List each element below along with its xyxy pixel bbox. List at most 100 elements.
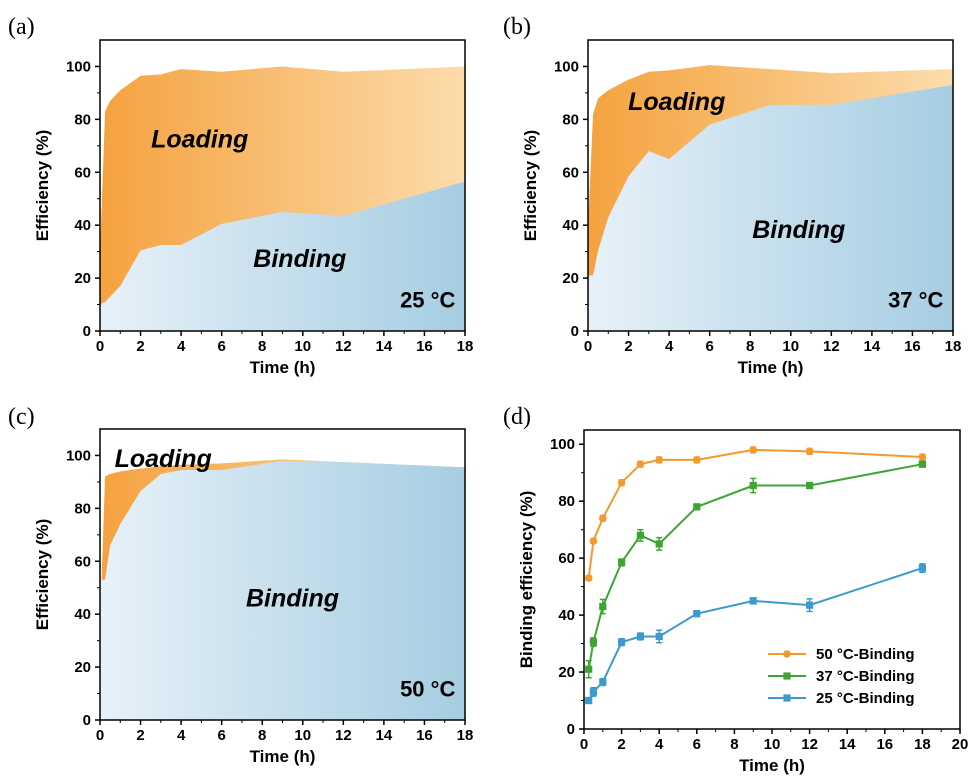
y-tick-label: 0 xyxy=(567,721,575,738)
y-tick-label: 100 xyxy=(554,58,579,75)
panel-a: (a) Loading Binding 25 °C 0 2 4 6 8 10 12 14 16 18 0 20… xyxy=(8,14,473,377)
y-tick-label: 20 xyxy=(74,270,91,287)
loading-label: Loading xyxy=(151,126,248,154)
y-axis-title: Efficiency (%) xyxy=(33,519,52,630)
data-point xyxy=(589,688,597,696)
x-tick-label: 18 xyxy=(945,338,962,355)
x-tick-label: 6 xyxy=(217,338,225,355)
x-tick-label: 18 xyxy=(457,338,474,355)
data-point xyxy=(693,456,701,464)
y-tick-label: 40 xyxy=(74,217,91,234)
data-point xyxy=(749,597,757,605)
x-tick-label: 2 xyxy=(136,338,144,355)
data-point xyxy=(636,632,644,641)
y-axis-title: Efficiency (%) xyxy=(33,130,52,241)
x-tick-label: 8 xyxy=(730,736,738,753)
y-tick-label: 20 xyxy=(74,659,91,676)
data-point xyxy=(918,564,926,572)
legend-marker xyxy=(783,694,791,702)
y-tick-label: 100 xyxy=(66,447,91,464)
panel-label: (a) xyxy=(8,14,35,40)
x-tick-label: 2 xyxy=(617,736,625,753)
x-tick-label: 0 xyxy=(580,736,588,753)
series-line xyxy=(587,463,923,670)
loading-label: Loading xyxy=(628,88,725,116)
x-tick-label: 6 xyxy=(705,338,713,355)
data-point xyxy=(617,478,626,487)
y-tick-label: 60 xyxy=(562,164,579,181)
panel-label: (c) xyxy=(8,404,35,430)
x-tick-label: 20 xyxy=(952,736,969,753)
panel-d: (d) 50 °C-Binding 37 °C-Binding 25 °C-Bindi… xyxy=(503,404,968,775)
x-tick-label: 8 xyxy=(258,727,266,744)
x-tick-label: 10 xyxy=(782,338,799,355)
y-tick-label: 40 xyxy=(562,217,579,234)
y-tick-label: 60 xyxy=(558,550,575,567)
y-axis-title: Binding efficiency (%) xyxy=(517,491,536,669)
x-tick-label: 16 xyxy=(416,338,433,355)
y-tick-label: 40 xyxy=(558,607,575,624)
data-point xyxy=(589,537,598,545)
x-tick-label: 16 xyxy=(904,338,921,355)
data-point xyxy=(806,481,814,490)
y-tick-label: 80 xyxy=(74,111,91,128)
legend-label: 37 °C-Binding xyxy=(816,668,915,685)
temperature-label: 37 °C xyxy=(888,288,943,313)
y-tick-label: 100 xyxy=(550,436,575,453)
y-tick-label: 60 xyxy=(74,164,91,181)
temperature-label: 50 °C xyxy=(400,677,455,702)
binding-label: Binding xyxy=(253,245,346,273)
loading-label: Loading xyxy=(115,445,212,473)
y-tick-label: 0 xyxy=(83,712,91,729)
x-axis-title: Time (h) xyxy=(250,358,316,377)
y-tick-label: 20 xyxy=(558,664,575,681)
y-axis-title: Efficiency (%) xyxy=(521,130,540,241)
binding-area xyxy=(588,84,953,332)
legend-label: 25 °C-Binding xyxy=(816,690,915,707)
data-point xyxy=(589,638,597,646)
legend: 50 °C-Binding 37 °C-Binding 25 °C-Binding xyxy=(768,646,915,707)
x-tick-label: 4 xyxy=(177,338,186,355)
data-point xyxy=(585,696,593,705)
x-tick-label: 2 xyxy=(136,727,144,744)
x-tick-label: 18 xyxy=(457,727,474,744)
y-tick-label: 40 xyxy=(74,606,91,623)
x-tick-label: 0 xyxy=(96,338,104,355)
x-tick-label: 4 xyxy=(177,727,186,744)
x-tick-label: 12 xyxy=(335,727,352,744)
x-tick-label: 10 xyxy=(764,736,781,753)
series-1 xyxy=(585,460,926,679)
temperature-label: 25 °C xyxy=(400,288,455,313)
x-tick-label: 16 xyxy=(876,736,893,753)
data-point xyxy=(693,503,701,511)
x-tick-label: 4 xyxy=(655,736,664,753)
data-point xyxy=(599,514,607,523)
x-tick-label: 14 xyxy=(864,338,881,355)
panel-label: (d) xyxy=(503,404,531,430)
data-point xyxy=(599,602,607,611)
x-tick-label: 8 xyxy=(746,338,754,355)
x-tick-label: 2 xyxy=(624,338,632,355)
x-tick-label: 16 xyxy=(416,727,433,744)
binding-label: Binding xyxy=(246,585,339,613)
x-tick-label: 18 xyxy=(914,736,931,753)
binding-area xyxy=(100,460,465,720)
y-tick-label: 80 xyxy=(74,500,91,517)
legend-marker xyxy=(783,672,791,680)
y-tick-label: 80 xyxy=(558,493,575,510)
y-tick-label: 0 xyxy=(571,323,579,340)
data-point xyxy=(655,540,663,548)
data-point xyxy=(618,638,626,646)
x-axis-title: Time (h) xyxy=(739,756,805,775)
data-point xyxy=(584,574,593,582)
data-point xyxy=(918,453,927,461)
binding-label: Binding xyxy=(752,216,845,244)
data-point xyxy=(693,610,701,618)
x-axis-title: Time (h) xyxy=(738,358,804,377)
x-tick-label: 12 xyxy=(801,736,818,753)
binding-area xyxy=(100,181,465,331)
data-point xyxy=(599,678,607,686)
x-tick-label: 4 xyxy=(665,338,674,355)
y-tick-label: 20 xyxy=(562,270,579,287)
